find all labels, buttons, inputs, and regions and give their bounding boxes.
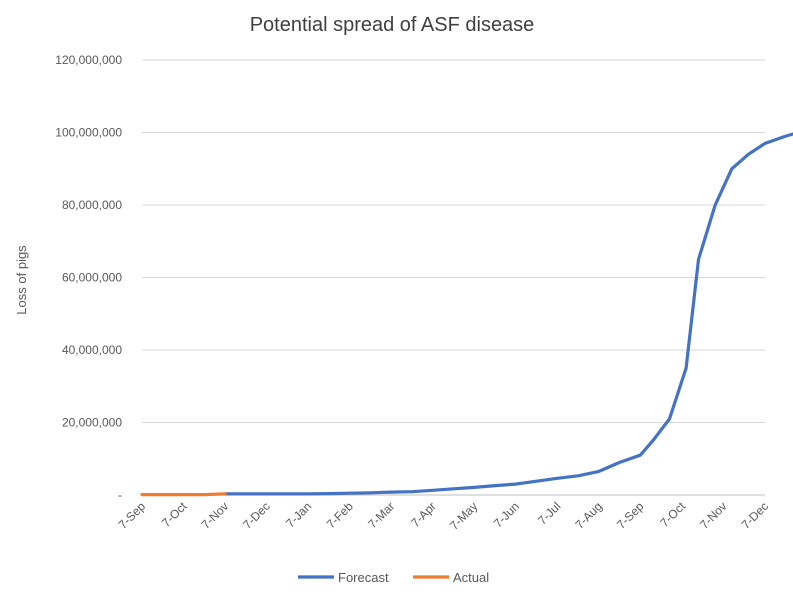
x-tick-label: 7-Nov [697, 499, 730, 532]
x-tick-label: 7-Apr [408, 499, 439, 530]
x-tick-label: 7-Sep [116, 499, 149, 532]
x-tick-label: 7-Jul [535, 499, 563, 527]
y-tick-label: 20,000,000 [62, 416, 122, 430]
x-tick-label: 7-Sep [614, 499, 647, 532]
legend-label-forecast: Forecast [338, 570, 389, 585]
legend: Forecast Actual [298, 570, 489, 585]
y-tick-label: 60,000,000 [62, 271, 122, 285]
y-tick-label: 80,000,000 [62, 198, 122, 212]
x-tick-label: 7-Jun [491, 499, 522, 530]
series-line-actual [140, 492, 227, 497]
series-line-forecast [223, 132, 793, 496]
x-tick-label: 7-Oct [657, 499, 688, 530]
series-lines [140, 132, 793, 497]
x-tick-label: 7-Dec [739, 499, 772, 532]
chart-title: Potential spread of ASF disease [250, 14, 535, 36]
legend-label-actual: Actual [453, 570, 489, 585]
y-axis-label: Loss of pigs [14, 245, 29, 315]
x-tick-label: 7-Feb [324, 499, 356, 531]
x-axis-ticks: 7-Sep 7-Oct 7-Nov 7-Dec 7-Jan 7-Feb 7-Mar 7-Apr… [116, 499, 772, 533]
x-tick-label: 7-Dec [240, 499, 273, 532]
y-tick-label: 40,000,000 [62, 343, 122, 357]
x-tick-label: 7-Mar [365, 499, 397, 531]
x-tick-label: 7-Oct [159, 499, 190, 530]
y-axis-ticks: - 20,000,000 40,000,000 60,000,000 80,000,00… [55, 53, 122, 502]
y-tick-label: - [118, 488, 122, 502]
x-tick-label: 7-May [447, 499, 480, 532]
x-tick-label: 7-Jan [283, 499, 314, 530]
gridlines [142, 59, 765, 496]
y-tick-label: 100,000,000 [55, 126, 122, 140]
x-tick-label: 7-Aug [572, 499, 605, 532]
x-tick-label: 7-Nov [199, 499, 232, 532]
y-tick-label: 120,000,000 [55, 53, 122, 67]
